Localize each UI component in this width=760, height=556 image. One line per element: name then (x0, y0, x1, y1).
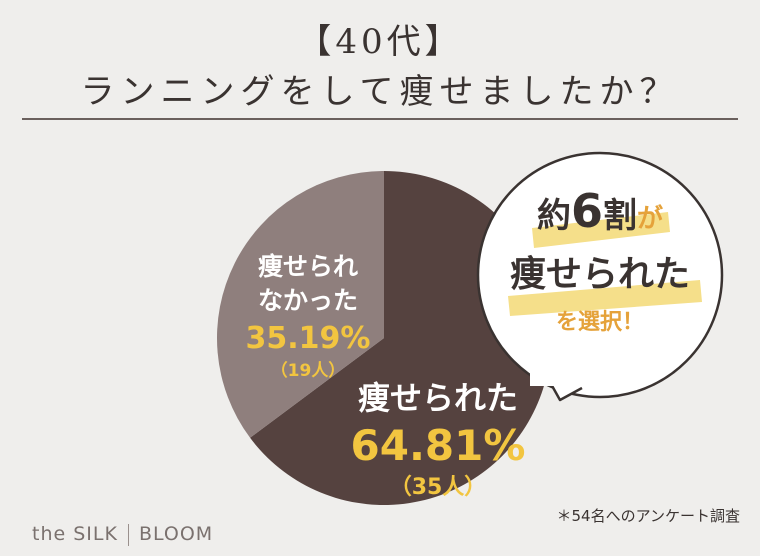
title-line1: 【40代】 (297, 22, 463, 62)
callout-line1-num: 6 (570, 184, 603, 238)
slice-no-percent: 35.19% (245, 321, 371, 356)
callout-text: 約6割が 痩せられた を選択！ (484, 186, 716, 340)
callout-line1-d: が (637, 204, 664, 234)
callout-line3: を選択！ (555, 310, 644, 335)
callout-line1: 約6割が (484, 186, 716, 244)
slice-label-no: 痩せられ なかった 35.19% （19人） (238, 250, 378, 382)
pie-slice-yes (250, 171, 551, 506)
callout-line1-a: 約 (536, 196, 571, 236)
footnote: ＊54名へのアンケート調査 (556, 507, 741, 525)
pie-slice-no (217, 171, 384, 438)
title-divider (22, 118, 738, 120)
slice-yes-name: 痩せられた (357, 379, 518, 417)
callout-bubble (476, 151, 724, 402)
brand-left: the SILK (32, 523, 118, 545)
brand-right: BLOOM (138, 523, 214, 545)
slice-yes-count: （35人） (389, 475, 487, 500)
slice-no-name-line1: 痩せられ (257, 252, 358, 281)
callout-line2: 痩せられた (509, 254, 690, 295)
brand-logo: the SILK BLOOM (32, 523, 213, 546)
slice-no-name-line2: なかった (257, 286, 358, 315)
slice-no-count: （19人） (270, 361, 346, 381)
callout-line1-c: 割 (603, 196, 637, 236)
highlight-stroke (508, 280, 702, 316)
title-line2: ランニングをして痩せましたか？ (80, 72, 680, 112)
brand-divider (127, 523, 129, 546)
slice-label-yes: 痩せられた 64.81% （35人） (328, 378, 548, 502)
highlight-stroke (532, 212, 670, 248)
slice-yes-percent: 64.81% (350, 421, 526, 470)
